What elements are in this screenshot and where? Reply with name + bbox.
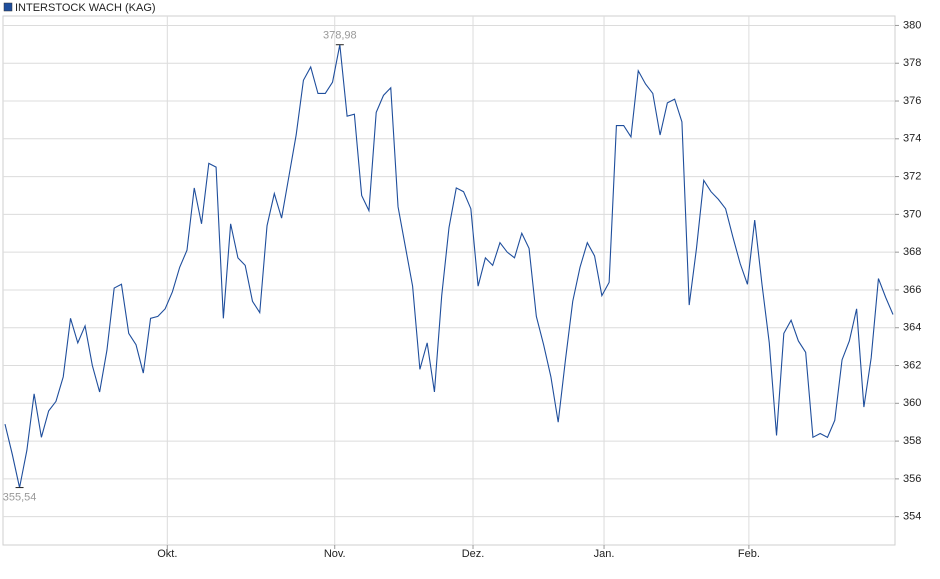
y-tick-label: 366	[903, 284, 921, 296]
legend-swatch	[3, 2, 13, 12]
plot-frame	[2, 15, 896, 546]
y-tick-label: 368	[903, 246, 921, 258]
x-tick-label: Feb.	[738, 548, 760, 560]
x-tick-label: Jan.	[594, 548, 615, 560]
x-tick-label: Dez.	[462, 548, 485, 560]
price-line	[4, 44, 894, 488]
y-tick-label: 356	[903, 473, 921, 485]
value-label: 378,98	[323, 30, 357, 42]
y-tick-label: 358	[903, 435, 921, 447]
y-tick-label: 372	[903, 170, 921, 182]
x-tick-label: Okt.	[157, 548, 177, 560]
value-label: 355,54	[3, 491, 37, 503]
legend-label: INTERSTOCK WACH (KAG)	[15, 2, 156, 14]
y-tick-label: 370	[903, 208, 921, 220]
y-tick-label: 376	[903, 95, 921, 107]
y-tick-label: 362	[903, 359, 921, 371]
y-tick-label: 354	[903, 511, 921, 523]
y-tick-label: 380	[903, 19, 921, 31]
y-tick-label: 378	[903, 57, 921, 69]
y-tick-label: 374	[903, 133, 921, 145]
y-tick-label: 364	[903, 322, 921, 334]
x-tick-label: Nov.	[324, 548, 346, 560]
y-tick-label: 360	[903, 397, 921, 409]
